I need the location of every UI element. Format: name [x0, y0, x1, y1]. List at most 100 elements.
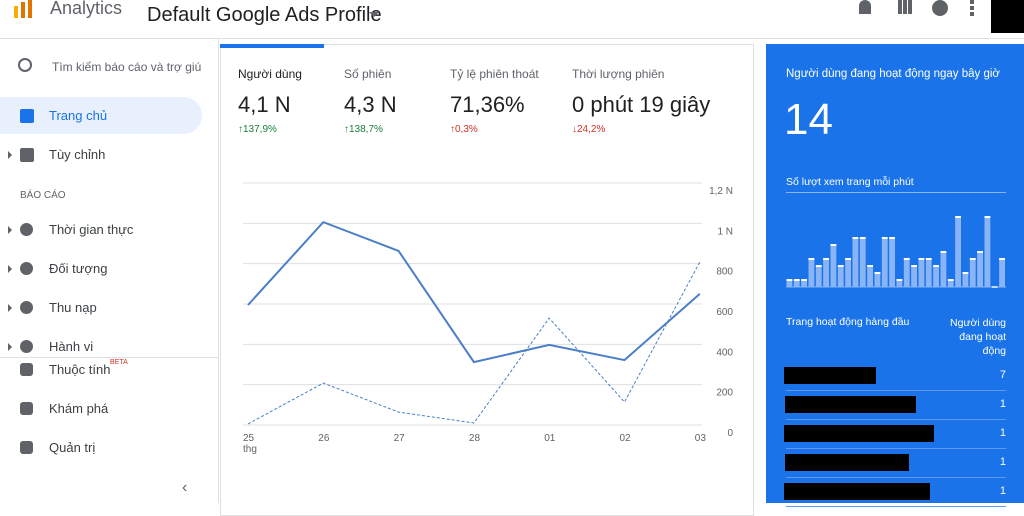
bar-cap	[889, 237, 895, 239]
nav-icon	[20, 363, 33, 376]
bar	[903, 259, 910, 287]
bar-cap	[984, 216, 991, 218]
collapse-icon[interactable]: ‹	[182, 479, 188, 496]
bar-cap	[955, 216, 961, 218]
bar-cap	[969, 258, 976, 260]
home-icon	[20, 109, 34, 123]
bar	[969, 259, 976, 287]
nav-item[interactable]: Đối tượng	[49, 261, 108, 276]
redacted	[991, 0, 1024, 33]
bar-cap	[823, 258, 829, 260]
bar	[984, 217, 991, 287]
help-icon[interactable]	[932, 0, 948, 16]
line-chart: 0 200 400 600 800 1 N 1,2 N 25 26 27 28 01 02 03 thg	[243, 182, 733, 455]
bar	[947, 280, 954, 287]
caret	[8, 343, 12, 351]
metric-change: ↑137,9%	[238, 124, 277, 135]
nav-icon	[20, 340, 33, 353]
badge: BETA	[110, 359, 128, 366]
profile[interactable]: Default Google Ads Profile	[147, 4, 382, 26]
y-tick-label: 800	[716, 267, 733, 278]
bar-cap	[940, 251, 947, 253]
nav-icon	[20, 301, 33, 314]
bar	[896, 280, 903, 287]
divider	[0, 357, 218, 358]
metric-label[interactable]: Số phiên	[344, 67, 392, 81]
bar	[918, 259, 925, 287]
row-divider	[786, 419, 1006, 420]
bar-cap	[933, 265, 939, 267]
x-tick-label: 03	[695, 433, 707, 444]
logo	[14, 6, 18, 18]
bar	[999, 259, 1005, 287]
line-series	[247, 261, 701, 425]
redacted	[785, 396, 916, 413]
bar	[859, 238, 866, 287]
dropdown-arrow[interactable]	[369, 12, 379, 17]
nav-item[interactable]: Khám phá	[49, 401, 109, 416]
app-name: Analytics	[50, 0, 123, 18]
apps-icon[interactable]	[898, 0, 912, 14]
caret	[8, 151, 12, 159]
bar	[881, 238, 888, 287]
metric-label[interactable]: Người dùng	[238, 67, 302, 81]
bar	[823, 259, 829, 287]
line-series	[247, 220, 701, 364]
bar	[837, 266, 844, 287]
logo	[28, 0, 32, 18]
metric-value: 71,36%	[450, 92, 525, 117]
x-tick-label: 27	[394, 433, 406, 444]
nav-item[interactable]: Thu nạp	[49, 300, 97, 315]
metric-label[interactable]: Thời lượng phiên	[572, 67, 665, 81]
search-box[interactable]: Tìm kiếm báo cáo và trợ giú	[52, 60, 202, 74]
nav-item[interactable]: Thuộc tính	[49, 362, 111, 377]
bar-cap	[801, 279, 807, 281]
bar-cap	[793, 279, 800, 281]
pageview-bars	[786, 216, 1006, 288]
realtime-value: 14	[784, 95, 833, 144]
bar	[801, 280, 807, 287]
metric-value: 4,3 N	[344, 92, 397, 117]
nav-item[interactable]: Trang chủ	[49, 108, 108, 123]
bar	[889, 238, 895, 287]
bar-cap	[911, 265, 917, 267]
y-tick-label: 200	[716, 388, 733, 399]
bar	[793, 280, 800, 287]
bar	[815, 266, 822, 287]
row-value: 1	[999, 485, 1006, 497]
bar	[925, 259, 932, 287]
table-header: Trang hoạt động hàng đầu	[786, 316, 910, 328]
bar-cap	[903, 258, 910, 260]
bar	[786, 280, 793, 287]
bar	[830, 245, 837, 287]
nav-item[interactable]: Hành vi	[49, 339, 94, 354]
bar	[845, 259, 851, 287]
bar-cap	[867, 265, 873, 267]
row-divider	[786, 477, 1006, 478]
x-tick-label: 01	[544, 433, 556, 444]
bar-cap	[896, 279, 903, 281]
bar-cap	[837, 265, 844, 267]
bar	[962, 273, 969, 287]
bell-icon[interactable]	[859, 0, 871, 14]
sidebar	[0, 39, 219, 503]
nav-item[interactable]: Tùy chỉnh	[49, 147, 106, 162]
redacted	[784, 483, 930, 500]
caret	[8, 265, 12, 273]
bar	[808, 259, 815, 287]
bar	[933, 266, 939, 287]
row-divider	[786, 390, 1006, 391]
row-value: 7	[999, 369, 1006, 381]
metric-label[interactable]: Tỷ lệ phiên thoát	[450, 67, 539, 81]
more-icon[interactable]	[970, 0, 974, 16]
bar	[940, 252, 947, 287]
bar-cap	[918, 258, 925, 260]
y-tick-label: 600	[716, 307, 733, 318]
realtime-subtitle: Số lượt xem trang mỗi phút	[786, 176, 914, 188]
nav-item[interactable]: Thời gian thực	[49, 222, 134, 237]
metric-value: 4,1 N	[238, 92, 291, 117]
nav-item[interactable]: Quản trị	[49, 440, 96, 455]
header	[0, 0, 1024, 39]
tab-indicator	[220, 44, 324, 48]
